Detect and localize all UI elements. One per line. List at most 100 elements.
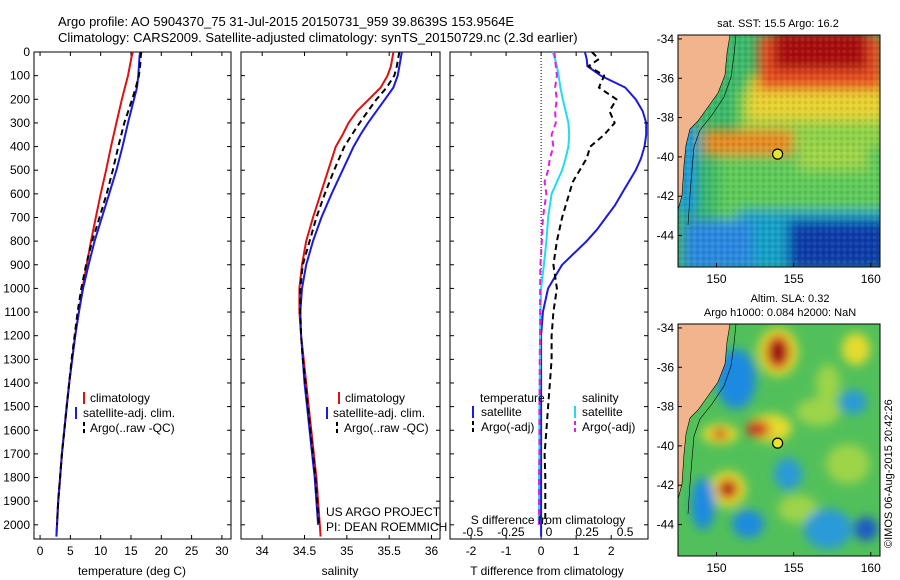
x-tick-label: 34 (255, 544, 269, 558)
legend-satellite-label: satellite-adj. clim. (333, 406, 425, 420)
difference-legend: temperature satellite Argo(-adj) salinit… (472, 391, 635, 434)
map-lat-label: -38 (657, 111, 675, 125)
legend-satellite-label: satellite-adj. clim. (83, 406, 175, 420)
x-tick-label: -2 (466, 544, 477, 558)
depth-tick-label: 1900 (3, 494, 30, 508)
map-lat-label: -34 (657, 32, 675, 46)
sla-isobath (687, 324, 737, 515)
map-lat-label: -40 (657, 439, 675, 453)
salinity-legend: climatology satellite-adj. clim. Argo(..… (326, 391, 429, 435)
series-salinity-argo-adj (538, 51, 558, 525)
sla-title-line1: Altim. SLA: 0.32 (751, 293, 830, 305)
sst-map-canvas (678, 35, 880, 267)
legend-s-satellite-label: satellite (582, 405, 623, 419)
map-lat-label: -36 (657, 360, 675, 374)
temperature-panel: 0100200300400500600700800900100011001200… (3, 45, 232, 578)
salinity-lines (298, 51, 403, 537)
sla-map-ticks: 150 155 160 -34 -36 -38 -40 -42 -44 (657, 321, 881, 575)
series-satellite-adj-clim (299, 51, 403, 525)
header-line1: Argo profile: AO 5904370_75 31-Jul-2015 … (58, 14, 514, 29)
depth-tick-label: 1400 (3, 376, 30, 390)
pi-annotation: PI: DEAN ROEMMICH (326, 520, 447, 534)
x-tick-label: 5 (67, 544, 74, 558)
s-diff-tick-label: -0.5 (463, 525, 484, 539)
series-salinity-satellite (537, 51, 571, 525)
x-tick-label: 36 (425, 544, 439, 558)
sla-map-frame (677, 323, 881, 557)
sst-map-title: sat. SST: 15.5 Argo: 16.2 (717, 18, 839, 30)
sst-map-frame (677, 34, 881, 268)
map-lon-label: 160 (861, 272, 881, 286)
map-lat-label: -44 (657, 229, 675, 243)
depth-tick-label: 400 (10, 140, 30, 154)
series-argo-raw-qc (56, 51, 143, 525)
temperature-lines (55, 51, 143, 537)
depth-tick-label: 1600 (3, 423, 30, 437)
temperature-xlabel: temperature (deg C) (78, 564, 186, 578)
salinity-xlabel: salinity (322, 564, 359, 578)
project-annotation: US ARGO PROJECT (326, 505, 441, 519)
legend-temperature-title: temperature (480, 391, 545, 405)
sst-map-ticks: 150 155 160 -34 -36 -38 -40 -42 -44 (657, 32, 881, 286)
salinity-axes-frame (240, 51, 441, 540)
series-argo-raw-qc (299, 51, 401, 525)
s-diff-tick-label: 0.25 (575, 525, 599, 539)
map-lon-label: 160 (861, 561, 881, 575)
x-tick-label: -1 (501, 544, 512, 558)
series-temperature-satellite (540, 51, 648, 537)
depth-tick-label: 200 (10, 92, 30, 106)
depth-tick-label: 700 (10, 210, 30, 224)
x-tick-label: 34.5 (293, 544, 317, 558)
legend-argo-label: Argo(..raw -QC) (90, 421, 175, 435)
map-lat-label: -42 (657, 189, 675, 203)
depth-tick-label: 1800 (3, 471, 30, 485)
argo-float-position (772, 148, 784, 160)
depth-tick-label: 1100 (4, 305, 30, 319)
x-tick-label: 35.5 (378, 544, 402, 558)
sla-argo-float-marker (772, 437, 784, 449)
sla-map-canvas (678, 324, 880, 556)
sst-isobath (687, 35, 737, 226)
temperature-x-ticks: 0 5 10 15 20 25 30 (37, 52, 229, 558)
map-lon-label: 150 (707, 272, 727, 286)
x-tick-label: 35 (340, 544, 354, 558)
s-diff-tick-label: -0.25 (497, 525, 525, 539)
depth-tick-label: 2000 (3, 518, 30, 532)
legend-s-argo-label: Argo(-adj) (582, 420, 635, 434)
map-lat-label: -38 (657, 400, 675, 414)
x-tick-label: 0 (538, 544, 545, 558)
sst-argo-float-marker (772, 148, 784, 160)
map-lon-label: 155 (784, 272, 804, 286)
legend-t-satellite-label: satellite (481, 405, 522, 419)
x-tick-label: 25 (185, 544, 199, 558)
map-lat-label: -42 (657, 478, 675, 492)
sla-map: Altim. SLA: 0.32 Argo h1000: 0.084 h2000… (657, 293, 881, 575)
x-tick-label: 2 (608, 544, 615, 558)
map-lat-label: -40 (657, 150, 675, 164)
header-line2: Climatology: CARS2009. Satellite-adjuste… (58, 30, 578, 45)
map-lon-label: 150 (707, 561, 727, 575)
legend-argo-label: Argo(..raw -QC) (344, 421, 429, 435)
sst-map: sat. SST: 15.5 Argo: 16.2 (657, 18, 881, 286)
x-tick-label: 15 (124, 544, 138, 558)
depth-tick-label: 300 (10, 116, 30, 130)
x-tick-label: 0 (37, 544, 44, 558)
depth-tick-label: 1700 (3, 447, 30, 461)
salinity-x-ticks: 34 34.5 35 35.5 36 (255, 52, 439, 558)
s-diff-tick-label: 0.5 (617, 525, 634, 539)
legend-climatology-label: climatology (345, 391, 405, 405)
temperature-legend: climatology satellite-adj. clim. Argo(..… (75, 391, 175, 435)
map-lon-label: 155 (784, 561, 804, 575)
series-temperature-argo-adj (543, 51, 618, 525)
imos-watermark: ©IMOS 06-Aug-2015 20:42:26 (883, 399, 895, 548)
map-lat-label: -34 (657, 321, 675, 335)
sst-land (678, 35, 731, 211)
sla-land (678, 324, 731, 500)
s-diff-xlabel: S difference from climatology (471, 513, 626, 527)
t-diff-x-ticks: -2 -1 0 1 2 (466, 52, 615, 558)
map-lat-label: -44 (657, 518, 675, 532)
temperature-axes-frame (33, 51, 232, 540)
legend-climatology-label: climatology (90, 391, 150, 405)
x-tick-label: 10 (94, 544, 108, 558)
